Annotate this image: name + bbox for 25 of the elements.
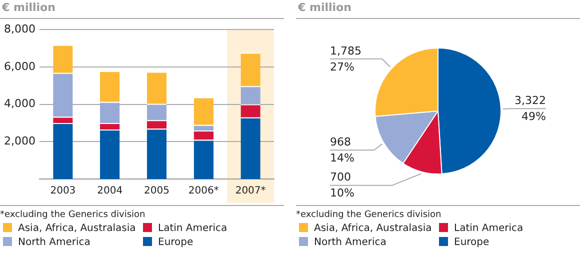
y-axis-title: € million	[0, 0, 284, 19]
data-label: 3,322 49%	[514, 94, 546, 124]
x-tick-label: 2003	[50, 186, 76, 197]
legend-label: Asia, Africa, Australasia	[17, 223, 137, 236]
text: *excluding the Generics division	[296, 210, 442, 220]
legend-label: Latin America	[453, 223, 524, 236]
legend-label: North America	[313, 237, 388, 250]
data-label: 968 14%	[330, 136, 354, 165]
x-tick-label: 2006*	[188, 186, 219, 197]
data-label: 1,785 27%	[330, 44, 362, 74]
y-tick-label: 2,000	[4, 134, 36, 148]
legend-label: North America	[17, 237, 92, 250]
data-label: 700 10%	[330, 170, 354, 200]
x-tick-label: 2007*	[235, 186, 266, 197]
legend-label: Asia, Africa, Australasia	[313, 223, 433, 236]
text: *excluding the Generics division	[0, 210, 146, 220]
x-tick-label: 2004	[97, 186, 123, 197]
y-tick-label: 4,000	[4, 97, 36, 110]
legend-label: Latin America	[157, 223, 228, 236]
legend-label: Europe	[157, 237, 194, 250]
y-tick-label: 8,000	[4, 22, 36, 36]
chart-title: € million	[296, 0, 580, 19]
x-tick-label: 2005	[144, 186, 170, 197]
y-tick-label: 6,000	[4, 60, 36, 73]
legend-label: Europe	[453, 237, 490, 250]
